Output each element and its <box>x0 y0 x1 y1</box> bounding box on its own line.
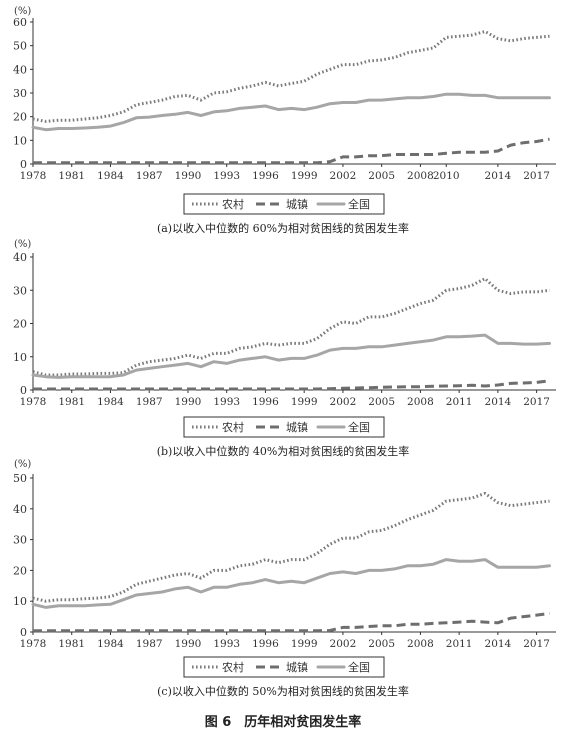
series-line-national <box>31 333 551 379</box>
y-tick-label: 40 <box>13 63 27 76</box>
y-tick-label: 0 <box>20 384 27 397</box>
x-tick-label: 2002 <box>330 638 357 650</box>
x-tick-label: 1978 <box>20 396 47 408</box>
legend-box <box>183 193 385 215</box>
y-tick-label: 40 <box>13 503 27 516</box>
x-tick-label: 2014 <box>485 170 512 182</box>
x-tick-label: 1981 <box>58 638 85 650</box>
y-unit-label: (%) <box>14 6 31 17</box>
legend-label-rural: 农村 <box>222 660 244 674</box>
x-tick-label: 1993 <box>213 638 240 650</box>
x-tick-label: 2005 <box>368 170 395 182</box>
x-tick-label: 1984 <box>97 170 124 182</box>
y-tick-label: 60 <box>13 16 27 29</box>
x-tick-label: 1978 <box>20 170 47 182</box>
legend-label-urban: 城镇 <box>286 420 308 434</box>
x-tick-label: 2017 <box>523 638 550 650</box>
y-tick-label: 20 <box>13 318 27 331</box>
series-line-national <box>31 92 551 132</box>
series-line-national <box>31 558 551 609</box>
x-tick-label: 2010 <box>433 170 460 182</box>
series-line-urban <box>33 612 550 633</box>
legend-label-rural: 农村 <box>222 197 244 211</box>
x-tick-label: 2017 <box>523 170 550 182</box>
panel-caption: (b)以收入中位数的 40%为相对贫困线的贫困发生率 <box>157 444 410 458</box>
x-tick-label: 1996 <box>252 396 279 408</box>
y-tick-label: 40 <box>13 251 27 264</box>
x-tick-label: 2008 <box>407 638 434 650</box>
x-tick-label: 2008 <box>407 170 434 182</box>
y-tick-label: 30 <box>13 87 27 100</box>
x-tick-label: 2002 <box>330 170 357 182</box>
x-tick-label: 2002 <box>330 396 357 408</box>
x-tick-label: 1978 <box>20 638 47 650</box>
x-tick-label: 1987 <box>136 170 163 182</box>
chart-panel-a: (%) 0 10 20 30 40 50 60 1978 1981 1984 1987 1990 1993… <box>13 6 556 235</box>
figure-title: 图 6 历年相对贫困发生率 <box>204 715 362 730</box>
x-tick-label: 2017 <box>523 396 550 408</box>
x-tick-label: 1987 <box>136 638 163 650</box>
x-tick-label: 2008 <box>407 396 434 408</box>
y-unit-label: (%) <box>14 459 31 470</box>
x-tick-label: 1993 <box>213 396 240 408</box>
chart-panel-c: (%) 0 10 20 30 40 50 1978 1981 1984 1987 1990 1993 19… <box>13 459 556 698</box>
legend-label-urban: 城镇 <box>286 660 308 674</box>
x-tick-label: 1990 <box>175 638 202 650</box>
x-tick-label: 1984 <box>97 638 124 650</box>
y-tick-label: 10 <box>13 595 27 608</box>
series-line-rural <box>32 30 550 123</box>
y-tick-label: 0 <box>20 158 27 171</box>
x-tick-label: 2011 <box>446 638 473 650</box>
x-tick-label: 1999 <box>291 638 318 650</box>
panel-caption: (a)以收入中位数的 60%为相对贫困线的贫困发生率 <box>157 221 409 235</box>
series-line-urban <box>33 137 550 165</box>
x-tick-label: 2011 <box>446 396 473 408</box>
series-line-rural <box>32 491 550 603</box>
x-tick-label: 2005 <box>368 396 395 408</box>
x-tick-label: 1993 <box>213 170 240 182</box>
x-tick-label: 1981 <box>58 170 85 182</box>
y-tick-label: 10 <box>13 351 27 364</box>
y-tick-label: 30 <box>13 534 27 547</box>
x-tick-label: 1981 <box>58 396 85 408</box>
y-tick-label: 10 <box>13 134 27 147</box>
legend-label-national: 全国 <box>348 197 370 211</box>
y-tick-label: 20 <box>13 111 27 124</box>
x-tick-label: 1996 <box>252 170 279 182</box>
legend-label-national: 全国 <box>348 420 370 434</box>
x-tick-label: 2014 <box>485 396 512 408</box>
x-tick-label: 1996 <box>252 638 279 650</box>
legend-box <box>183 656 385 678</box>
y-tick-label: 50 <box>13 472 27 485</box>
x-tick-label: 1999 <box>291 396 318 408</box>
x-tick-label: 2005 <box>368 638 395 650</box>
chart-panel-b: (%) 0 10 20 30 40 1978 1981 1984 1987 1990 1993 1996… <box>13 239 556 458</box>
y-tick-label: 30 <box>13 284 27 297</box>
legend-label-urban: 城镇 <box>286 197 308 211</box>
x-tick-label: 2014 <box>485 638 512 650</box>
x-tick-label: 1990 <box>175 396 202 408</box>
panel-caption: (c)以收入中位数的 50%为相对贫困线的贫困发生率 <box>157 684 409 698</box>
legend-label-national: 全国 <box>348 660 370 674</box>
x-tick-label: 1987 <box>136 396 163 408</box>
series-line-urban <box>33 379 550 391</box>
series-line-rural <box>32 277 550 377</box>
y-unit-label: (%) <box>14 239 31 250</box>
x-tick-label: 1990 <box>175 170 202 182</box>
x-tick-label: 1984 <box>97 396 124 408</box>
y-tick-label: 50 <box>13 40 27 53</box>
legend-label-rural: 农村 <box>222 420 244 434</box>
x-tick-label: 1999 <box>291 170 318 182</box>
y-tick-label: 0 <box>20 626 27 639</box>
y-tick-label: 20 <box>13 564 27 577</box>
legend-box <box>183 416 385 438</box>
